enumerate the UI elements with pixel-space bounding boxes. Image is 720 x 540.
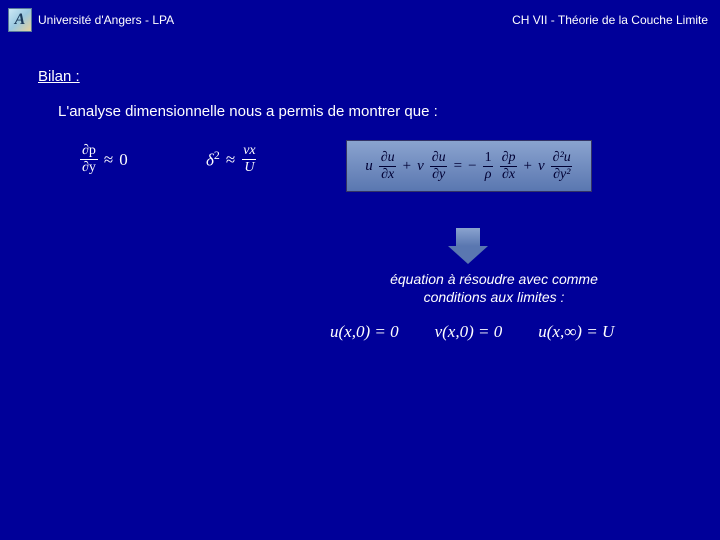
- bc-1: u(x,0) = 0: [330, 322, 399, 342]
- university-label: Université d'Angers - LPA: [38, 13, 174, 27]
- chapter-label: CH VII - Théorie de la Couche Limite: [512, 13, 708, 27]
- eq2-lhs: δ: [206, 151, 214, 170]
- eq3-t2c: v: [417, 158, 424, 175]
- boundary-conditions: u(x,0) = 0 v(x,0) = 0 u(x,∞) = U: [330, 322, 614, 342]
- arrow-down-icon: [448, 228, 488, 268]
- eq3-t3n: 1: [483, 151, 494, 166]
- eq3-t2n: ∂u: [430, 151, 448, 166]
- caption-line2: conditions aux limites :: [424, 289, 565, 305]
- intro-text: L'analyse dimensionnelle nous a permis d…: [58, 103, 720, 120]
- eq2-den: U: [242, 159, 256, 175]
- eq1-den: ∂y: [82, 160, 96, 175]
- eq3-t5n: ∂²u: [551, 151, 573, 166]
- eq3-eq: =: [454, 158, 462, 175]
- eq3-p2: +: [524, 158, 532, 175]
- eq3-t2d: ∂y: [430, 166, 447, 182]
- caption-text: équation à résoudre avec comme condition…: [344, 270, 644, 306]
- section-title: Bilan :: [38, 68, 720, 85]
- equation-highlight-box: u ∂u ∂x + v ∂u ∂y = − 1 ρ ∂p ∂x + ν: [346, 140, 592, 192]
- bc-2: v(x,0) = 0: [435, 322, 503, 342]
- equation-dp-dy: ∂p ∂y ≈ 0: [80, 144, 128, 175]
- eq3-t5c: ν: [538, 158, 545, 175]
- caption-line1: équation à résoudre avec comme: [390, 271, 598, 287]
- eq1-rhs: 0: [119, 150, 128, 170]
- university-logo-icon: A: [8, 8, 32, 32]
- bc-3: u(x,∞) = U: [538, 322, 614, 342]
- eq3-t1d: ∂x: [379, 166, 396, 182]
- eq1-num: ∂p: [82, 143, 96, 158]
- eq2-rel: ≈: [226, 150, 235, 170]
- header-left: A Université d'Angers - LPA: [8, 8, 174, 32]
- eq1-rel: ≈: [104, 150, 113, 170]
- eq3-t3d: ρ: [483, 166, 494, 182]
- eq3-t4d: ∂x: [500, 166, 517, 182]
- eq3-p1: +: [403, 158, 411, 175]
- equation-delta2: δ2 ≈ νx U: [206, 144, 258, 175]
- logo-letter: A: [15, 11, 26, 29]
- eq3-neg: −: [468, 158, 476, 175]
- slide-header: A Université d'Angers - LPA CH VII - Thé…: [0, 0, 720, 36]
- eq2-num: νx: [241, 144, 257, 159]
- eq3-t4n: ∂p: [500, 151, 518, 166]
- equations-row: ∂p ∂y ≈ 0 δ2 ≈ νx U u ∂u ∂x + v ∂u ∂y: [0, 138, 720, 208]
- eq3-t5d: ∂y²: [551, 166, 572, 182]
- equation-momentum: u ∂u ∂x + v ∂u ∂y = − 1 ρ ∂p ∂x + ν: [365, 151, 573, 182]
- eq2-exp: 2: [214, 148, 220, 162]
- eq3-t1c: u: [365, 158, 373, 175]
- eq3-t1n: ∂u: [379, 151, 397, 166]
